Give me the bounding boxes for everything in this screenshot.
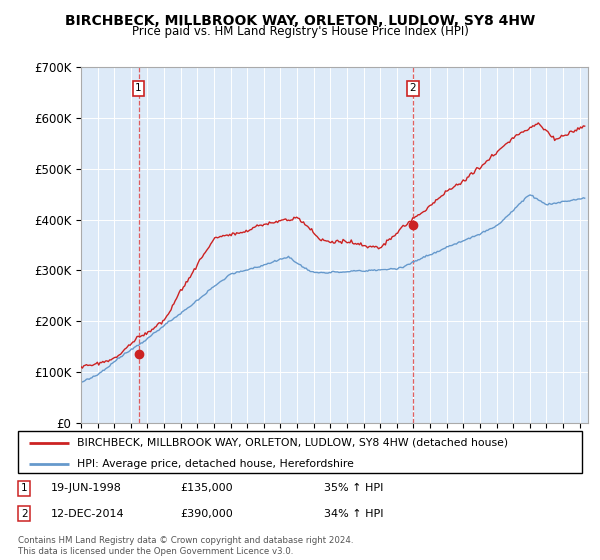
Text: HPI: Average price, detached house, Herefordshire: HPI: Average price, detached house, Here… — [77, 459, 354, 469]
Text: Price paid vs. HM Land Registry's House Price Index (HPI): Price paid vs. HM Land Registry's House … — [131, 25, 469, 38]
Text: 2: 2 — [21, 508, 28, 519]
Text: 34% ↑ HPI: 34% ↑ HPI — [324, 508, 383, 519]
Text: 12-DEC-2014: 12-DEC-2014 — [51, 508, 125, 519]
Text: BIRCHBECK, MILLBROOK WAY, ORLETON, LUDLOW, SY8 4HW: BIRCHBECK, MILLBROOK WAY, ORLETON, LUDLO… — [65, 14, 535, 28]
Text: Contains HM Land Registry data © Crown copyright and database right 2024.
This d: Contains HM Land Registry data © Crown c… — [18, 536, 353, 556]
Text: 35% ↑ HPI: 35% ↑ HPI — [324, 483, 383, 493]
Text: 1: 1 — [135, 83, 142, 93]
Text: 19-JUN-1998: 19-JUN-1998 — [51, 483, 122, 493]
Text: £135,000: £135,000 — [180, 483, 233, 493]
Text: 1: 1 — [21, 483, 28, 493]
Text: 2: 2 — [409, 83, 416, 93]
Text: BIRCHBECK, MILLBROOK WAY, ORLETON, LUDLOW, SY8 4HW (detached house): BIRCHBECK, MILLBROOK WAY, ORLETON, LUDLO… — [77, 438, 508, 448]
Text: £390,000: £390,000 — [180, 508, 233, 519]
FancyBboxPatch shape — [18, 431, 582, 473]
